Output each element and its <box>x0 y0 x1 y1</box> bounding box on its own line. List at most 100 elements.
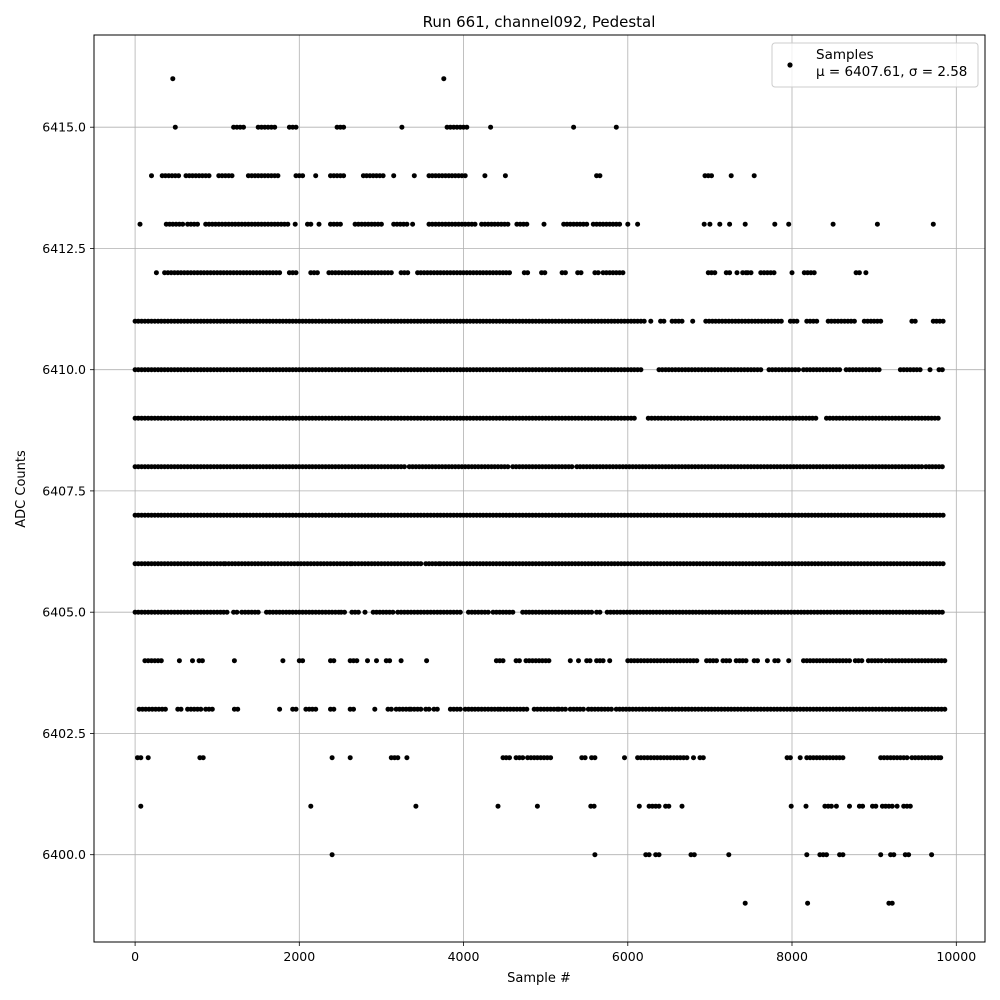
data-point <box>308 803 314 809</box>
data-point <box>485 609 491 615</box>
data-point <box>803 803 809 809</box>
data-point <box>859 658 865 664</box>
data-point <box>666 803 672 809</box>
data-point <box>727 221 733 227</box>
data-point <box>907 803 913 809</box>
data-point <box>847 658 852 664</box>
data-point <box>293 270 299 276</box>
data-point <box>231 658 237 664</box>
data-point <box>830 221 836 227</box>
data-point <box>813 415 819 421</box>
data-point <box>285 221 291 227</box>
legend: Samples μ = 6407.61, σ = 2.58 <box>771 42 979 88</box>
data-point <box>942 658 948 664</box>
data-point <box>510 609 516 615</box>
data-point <box>824 852 829 858</box>
data-point <box>620 270 626 276</box>
data-point <box>613 124 619 130</box>
data-point <box>464 124 470 130</box>
x-axis-label: Sample # <box>507 971 571 986</box>
data-point <box>919 464 925 470</box>
data-point <box>635 221 641 227</box>
data-point <box>277 270 283 276</box>
data-point <box>743 658 749 664</box>
data-point <box>308 221 314 227</box>
data-point <box>280 658 286 664</box>
data-point <box>684 755 690 761</box>
data-point <box>158 658 164 664</box>
data-point <box>434 706 440 712</box>
data-point <box>331 658 337 664</box>
data-point <box>569 464 575 470</box>
data-point <box>524 706 530 712</box>
data-point <box>617 221 623 227</box>
data-point <box>580 706 586 712</box>
data-point <box>828 803 834 809</box>
data-point <box>794 318 800 324</box>
data-point <box>351 706 356 712</box>
data-point <box>625 221 631 227</box>
data-point <box>607 658 613 664</box>
data-point <box>441 76 447 82</box>
data-point <box>938 755 944 761</box>
y-tick-label: 6410.0 <box>42 362 86 377</box>
data-point <box>277 706 283 712</box>
data-point <box>584 221 590 227</box>
data-point <box>701 221 707 227</box>
data-point <box>805 900 811 906</box>
data-point <box>398 658 404 664</box>
data-point <box>648 318 654 324</box>
data-point <box>860 803 866 809</box>
data-point <box>488 124 494 130</box>
data-point <box>462 173 468 179</box>
data-point <box>833 803 839 809</box>
data-point <box>608 706 614 712</box>
data-point <box>571 124 577 130</box>
data-point <box>804 852 810 858</box>
data-point <box>502 173 508 179</box>
data-point <box>190 658 195 664</box>
data-point <box>505 464 511 470</box>
data-point <box>418 561 424 567</box>
data-point <box>138 755 144 761</box>
data-point <box>378 221 384 227</box>
data-point <box>195 221 200 227</box>
data-point <box>206 173 212 179</box>
data-point <box>597 609 603 615</box>
data-point <box>172 124 178 130</box>
data-point <box>775 658 781 664</box>
data-point <box>814 318 820 324</box>
data-point <box>300 658 306 664</box>
data-point <box>482 173 488 179</box>
data-point <box>840 852 846 858</box>
data-point <box>879 658 884 664</box>
data-point <box>399 124 405 130</box>
data-point <box>796 367 802 373</box>
data-point <box>170 76 176 82</box>
data-point <box>546 658 552 664</box>
data-point <box>727 270 733 276</box>
data-point <box>589 609 595 615</box>
data-point <box>354 658 360 664</box>
data-point <box>180 221 186 227</box>
data-point <box>778 318 784 324</box>
data-point <box>786 658 792 664</box>
data-point <box>520 755 526 761</box>
data-point <box>856 270 862 276</box>
data-point <box>939 464 945 470</box>
data-point <box>275 173 281 179</box>
data-point <box>300 173 306 179</box>
data-point <box>772 221 778 227</box>
data-point <box>342 609 347 615</box>
data-point <box>372 706 378 712</box>
data-point <box>912 318 918 324</box>
data-point <box>413 803 419 809</box>
data-point <box>927 367 933 373</box>
data-point <box>224 609 230 615</box>
data-point <box>690 318 696 324</box>
data-point <box>149 173 154 179</box>
legend-marker <box>787 62 793 68</box>
data-point <box>889 803 895 809</box>
data-point <box>646 852 652 858</box>
